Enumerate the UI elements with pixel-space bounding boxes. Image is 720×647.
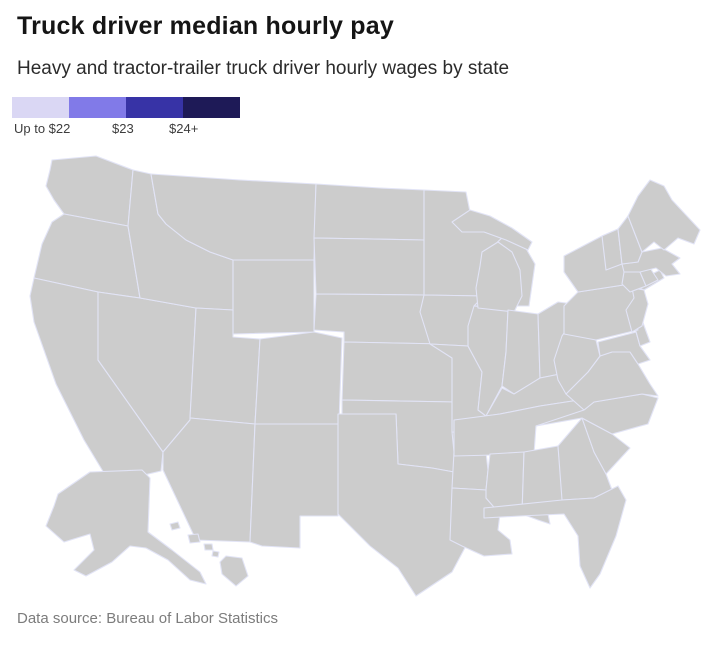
legend-swatch-2 xyxy=(69,97,126,118)
state-NM[interactable] xyxy=(249,423,340,549)
page-title: Truck driver median hourly pay xyxy=(17,12,394,40)
state-KS[interactable] xyxy=(341,341,457,403)
state-WA[interactable] xyxy=(45,155,134,227)
legend-swatch-4 xyxy=(183,97,240,118)
data-source-note: Data source: Bureau of Labor Statistics xyxy=(17,610,278,627)
state-SD[interactable] xyxy=(313,237,425,296)
state-HI[interactable] xyxy=(169,521,249,587)
legend: Up to $22 $23 $24+ xyxy=(12,97,240,137)
state-ND[interactable] xyxy=(313,183,425,241)
state-NJ[interactable] xyxy=(625,287,649,333)
state-CO[interactable] xyxy=(254,331,343,425)
state-AK[interactable] xyxy=(45,469,207,585)
legend-label-high: $24+ xyxy=(169,121,199,136)
legend-labels: Up to $22 $23 $24+ xyxy=(12,118,240,136)
state-WY[interactable] xyxy=(232,259,315,335)
state-MT[interactable] xyxy=(150,173,317,261)
legend-label-low: Up to $22 xyxy=(14,121,71,136)
legend-swatches xyxy=(12,97,240,118)
legend-swatch-3 xyxy=(126,97,183,118)
legend-swatch-1 xyxy=(12,97,69,118)
state-ME[interactable] xyxy=(627,179,701,253)
state-FL[interactable] xyxy=(483,485,627,589)
state-MI[interactable] xyxy=(451,209,533,313)
legend-label-mid: $23 xyxy=(112,121,134,136)
state-NH[interactable] xyxy=(617,215,643,265)
page-subtitle: Heavy and tractor-trailer truck driver h… xyxy=(17,58,510,79)
